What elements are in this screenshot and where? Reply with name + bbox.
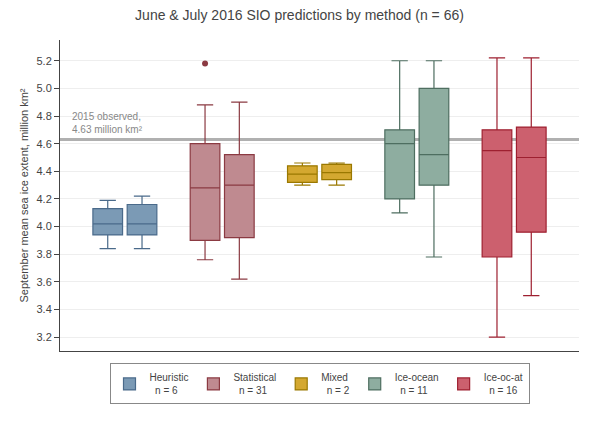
- svg-text:September mean sea ice extent,: September mean sea ice extent, million k…: [18, 88, 30, 302]
- svg-text:4.2: 4.2: [37, 193, 52, 205]
- svg-text:Heuristic n = 6: Heuristic n = 6: [150, 372, 189, 396]
- svg-text:4.6: 4.6: [37, 138, 52, 150]
- svg-text:3.2: 3.2: [37, 331, 52, 343]
- svg-text:Ice-oc-at n = 16: Ice-oc-at n = 16: [484, 372, 523, 396]
- svg-text:4.8: 4.8: [37, 110, 52, 122]
- svg-text:Mixed n = 2: Mixed n = 2: [321, 372, 350, 396]
- svg-text:5.2: 5.2: [37, 55, 52, 67]
- svg-text:3.6: 3.6: [37, 276, 52, 288]
- svg-text:3.4: 3.4: [37, 303, 52, 315]
- svg-text:2015 observed,4.63 million km²: 2015 observed,4.63 million km²: [72, 111, 143, 135]
- svg-text:5.0: 5.0: [37, 82, 52, 94]
- svg-text:June & July 2016 SIO predictio: June & July 2016 SIO predictions by meth…: [135, 7, 464, 23]
- svg-text:4.4: 4.4: [37, 165, 52, 177]
- svg-text:Statistical n = 31: Statistical n = 31: [233, 372, 276, 396]
- svg-text:4.0: 4.0: [37, 220, 52, 232]
- svg-text:Ice-ocean n = 11: Ice-ocean n = 11: [395, 372, 439, 396]
- svg-text:3.8: 3.8: [37, 248, 52, 260]
